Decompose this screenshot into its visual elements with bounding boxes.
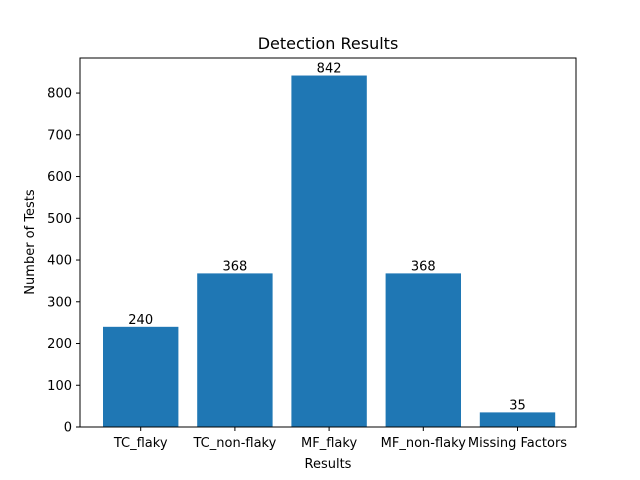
- y-tick-label-5: 500: [47, 212, 72, 227]
- bar-0: [103, 326, 179, 427]
- bar-value-label-1: 368: [222, 259, 247, 274]
- x-axis-ticks: TC_flaky TC_non-flaky MF_flaky MF_non-flaky…: [113, 427, 567, 451]
- plot-frame: [79, 57, 577, 428]
- y-tick-label-8: 800: [47, 87, 72, 102]
- x-tick-label-0: TC_flaky: [113, 436, 168, 451]
- x-tick-label-1: TC_non-flaky: [193, 436, 277, 451]
- bar-value-label-2: 842: [317, 62, 342, 77]
- bar-value-label-3: 368: [411, 259, 436, 274]
- y-axis-label: Number of Tests: [23, 189, 38, 295]
- x-axis-label: Results: [305, 457, 352, 472]
- y-tick-label-1: 100: [47, 379, 72, 394]
- bar-4: [479, 412, 556, 427]
- bar-1: [197, 273, 273, 427]
- bar-value-labels: 240 368 842 368 35: [128, 62, 525, 414]
- y-tick-label-3: 300: [47, 295, 72, 310]
- y-tick-label-7: 700: [47, 128, 72, 143]
- bar-value-label-0: 240: [128, 313, 153, 328]
- chart-title: Detection Results: [258, 34, 399, 53]
- y-tick-label-2: 200: [47, 337, 72, 352]
- x-tick-label-3: MF_non-flaky: [381, 436, 467, 451]
- y-tick-label-0: 0: [64, 421, 72, 436]
- y-tick-label-6: 600: [47, 170, 72, 185]
- y-tick-label-4: 400: [47, 254, 72, 269]
- x-tick-label-4: Missing Factors: [468, 436, 567, 451]
- x-tick-label-2: MF_flaky: [301, 436, 357, 451]
- bar-value-label-4: 35: [509, 398, 526, 413]
- bars-layer: [103, 75, 556, 427]
- y-axis-ticks: 0 100 200 300 400 500 600 700 800: [47, 87, 80, 436]
- bar-2: [291, 75, 367, 427]
- bar-3: [385, 273, 461, 427]
